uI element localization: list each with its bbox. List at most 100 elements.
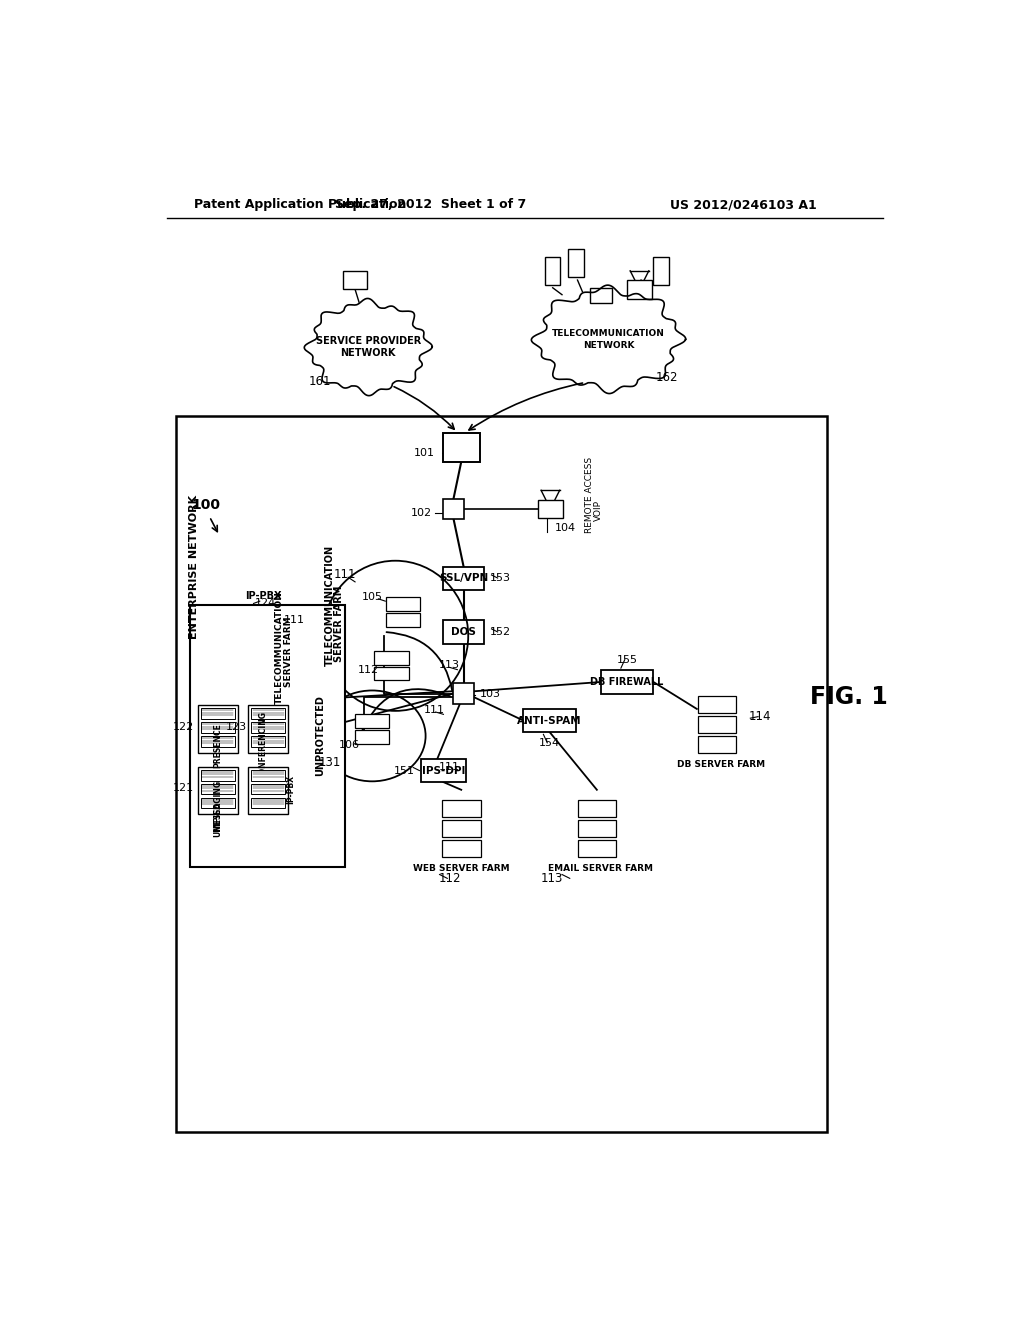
Text: PRESENCE: PRESENCE — [213, 723, 222, 767]
Text: IPS-DPI: IPS-DPI — [422, 766, 465, 776]
Bar — [421, 759, 466, 781]
Text: UNIFIED: UNIFIED — [213, 801, 222, 837]
Bar — [201, 708, 234, 719]
Text: 161: 161 — [309, 375, 332, 388]
Bar — [201, 797, 234, 808]
Text: DB SERVER FARM: DB SERVER FARM — [677, 760, 765, 768]
Bar — [697, 737, 736, 752]
Bar — [442, 840, 480, 857]
Bar — [443, 620, 483, 644]
Text: 162: 162 — [655, 371, 678, 384]
Bar — [590, 288, 611, 304]
Text: 122: 122 — [173, 722, 195, 731]
Bar — [523, 709, 575, 733]
Text: VOIP: VOIP — [594, 500, 603, 521]
Bar — [190, 605, 345, 867]
Bar — [176, 416, 827, 1133]
Bar — [442, 800, 480, 817]
Bar — [201, 784, 234, 795]
Bar — [355, 730, 389, 743]
Bar — [201, 770, 234, 780]
Text: 105: 105 — [361, 593, 383, 602]
Text: 155: 155 — [616, 655, 638, 665]
Bar — [355, 714, 389, 729]
Text: REMOTE ACCESS: REMOTE ACCESS — [585, 457, 594, 533]
Text: 106: 106 — [338, 741, 359, 750]
Bar — [375, 667, 409, 681]
Bar — [386, 597, 420, 611]
Text: 113: 113 — [541, 871, 563, 884]
Text: CONFERENCING: CONFERENCING — [259, 711, 268, 779]
Bar — [442, 820, 480, 837]
Text: 123: 123 — [226, 722, 247, 731]
Text: 111: 111 — [439, 762, 460, 772]
Text: 153: 153 — [490, 573, 511, 583]
Text: 113: 113 — [439, 660, 460, 671]
Text: 152: 152 — [490, 627, 511, 638]
Text: MESSAGING: MESSAGING — [213, 780, 222, 830]
Text: 112: 112 — [357, 665, 379, 676]
Bar — [201, 722, 234, 733]
Bar — [248, 767, 289, 814]
Text: 111: 111 — [284, 615, 305, 626]
Bar — [538, 499, 563, 517]
Text: Patent Application Publication: Patent Application Publication — [194, 198, 407, 211]
Bar — [251, 708, 286, 719]
Text: SERVICE PROVIDER: SERVICE PROVIDER — [315, 335, 421, 346]
Text: WEB SERVER FARM: WEB SERVER FARM — [413, 863, 510, 873]
Bar — [251, 737, 286, 747]
Bar — [198, 705, 238, 752]
Bar — [443, 499, 464, 519]
Text: UNPROTECTED: UNPROTECTED — [315, 696, 326, 776]
Bar — [201, 737, 234, 747]
Bar — [343, 271, 368, 289]
Bar — [248, 705, 289, 752]
Text: DB FIREWALL: DB FIREWALL — [591, 677, 664, 686]
Text: 100: 100 — [191, 498, 220, 512]
Text: 103: 103 — [480, 689, 501, 698]
Bar — [568, 249, 584, 277]
Bar — [578, 800, 616, 817]
Bar — [578, 840, 616, 857]
Text: 154: 154 — [539, 738, 560, 748]
Text: 131: 131 — [318, 756, 341, 770]
Text: DOS: DOS — [452, 627, 476, 638]
Text: 151: 151 — [393, 766, 415, 776]
Bar — [251, 784, 286, 795]
Text: Sep. 27, 2012  Sheet 1 of 7: Sep. 27, 2012 Sheet 1 of 7 — [335, 198, 526, 211]
Bar — [453, 682, 474, 705]
Text: US 2012/0246103 A1: US 2012/0246103 A1 — [671, 198, 817, 211]
Text: TELECOMMUNICATION: TELECOMMUNICATION — [552, 329, 665, 338]
Text: 112: 112 — [438, 871, 461, 884]
Text: NETWORK: NETWORK — [341, 348, 396, 358]
Bar — [697, 696, 736, 713]
Text: SERVER FARM: SERVER FARM — [284, 616, 293, 686]
Bar — [627, 280, 652, 298]
Bar — [653, 257, 669, 285]
Bar — [697, 715, 736, 733]
Text: 111: 111 — [424, 705, 444, 715]
Text: IP-PBX: IP-PBX — [287, 775, 295, 804]
Text: IP-PBX: IP-PBX — [246, 591, 282, 601]
Text: 124: 124 — [255, 598, 276, 609]
Polygon shape — [304, 298, 432, 396]
Bar — [251, 797, 286, 808]
Text: FIG. 1: FIG. 1 — [810, 685, 888, 709]
Text: ENTERPRISE NETWORK: ENTERPRISE NETWORK — [188, 495, 199, 639]
Bar — [545, 257, 560, 285]
Text: TELECOMMUNICATION: TELECOMMUNICATION — [274, 591, 284, 704]
Text: EMAIL SERVER FARM: EMAIL SERVER FARM — [548, 863, 653, 873]
Text: 111: 111 — [334, 568, 356, 581]
Text: TELECOMMUNICATION: TELECOMMUNICATION — [325, 544, 335, 665]
Text: 121: 121 — [173, 783, 195, 793]
Bar — [251, 770, 286, 780]
Bar — [443, 566, 483, 590]
Text: 104: 104 — [555, 523, 577, 533]
Text: SERVER FARM: SERVER FARM — [334, 586, 344, 663]
Text: 102: 102 — [411, 508, 431, 519]
Text: 114: 114 — [749, 710, 771, 723]
Bar — [375, 651, 409, 665]
Bar — [386, 612, 420, 627]
Bar — [198, 767, 238, 814]
Bar — [442, 433, 480, 462]
